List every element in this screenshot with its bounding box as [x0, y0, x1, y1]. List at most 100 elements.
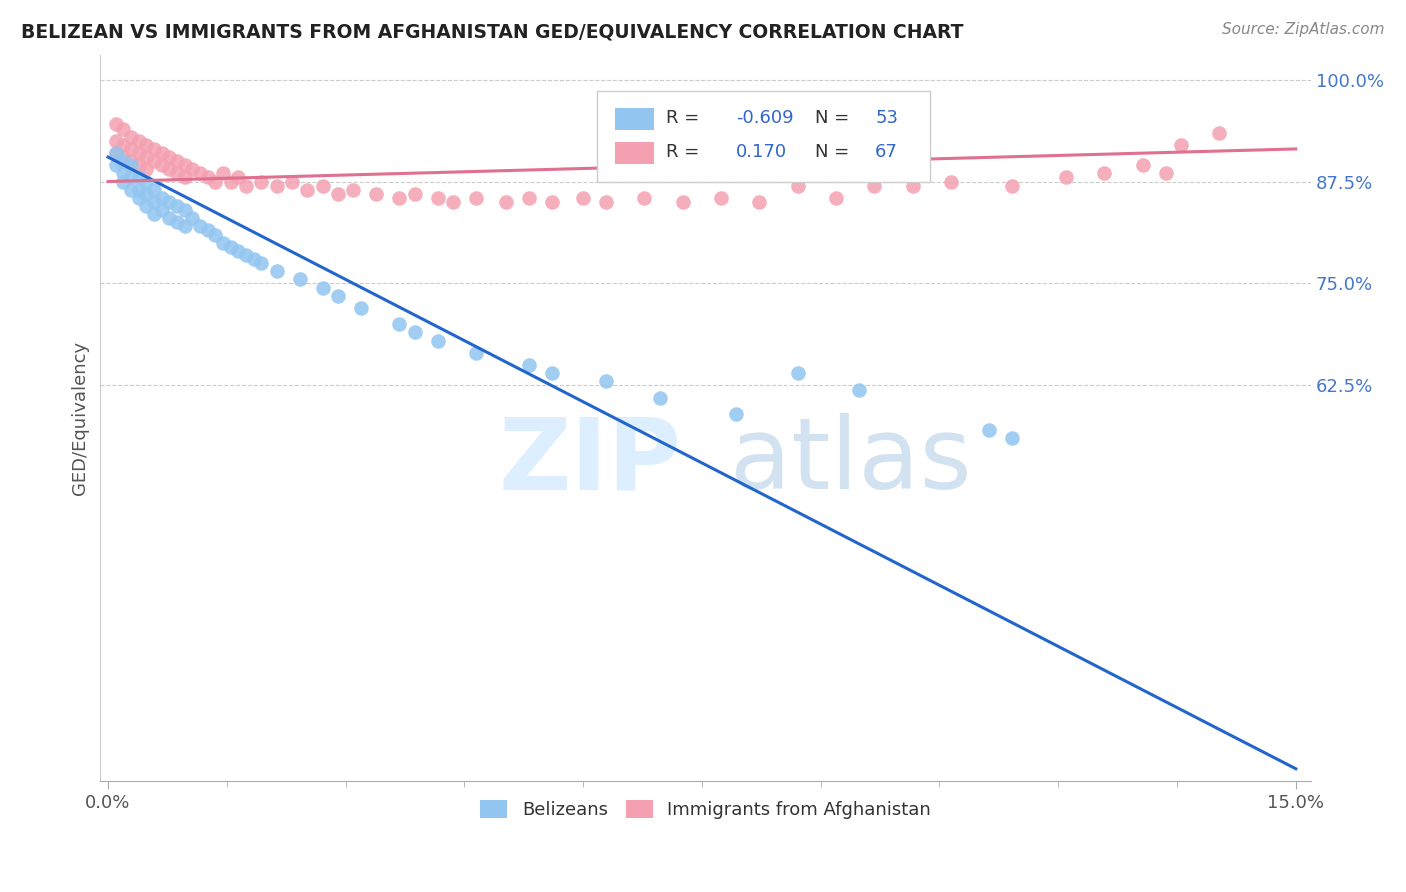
Point: [173, 219, 195, 234]
Point: [1092, 166, 1115, 180]
Point: [288, 272, 311, 286]
Point: [1154, 166, 1177, 180]
Point: [135, 150, 157, 164]
Text: R =: R =: [666, 110, 699, 128]
Point: [595, 194, 617, 209]
Point: [748, 194, 770, 209]
Point: [143, 154, 166, 169]
Point: [128, 134, 150, 148]
Point: [939, 175, 962, 189]
Point: [181, 162, 204, 177]
Point: [150, 203, 173, 218]
Point: [710, 191, 733, 205]
Text: 67: 67: [876, 143, 898, 161]
Point: [541, 194, 564, 209]
Point: [112, 121, 135, 136]
Point: [311, 178, 333, 193]
Point: [197, 223, 219, 237]
Point: [426, 191, 449, 205]
Point: [226, 244, 249, 258]
Point: [633, 191, 655, 205]
Point: [326, 289, 349, 303]
Point: [104, 146, 127, 161]
Point: [166, 215, 188, 229]
Point: [104, 146, 127, 161]
Text: 0.170: 0.170: [735, 143, 787, 161]
Text: ZIP: ZIP: [499, 413, 682, 510]
Point: [166, 166, 188, 180]
Point: [250, 256, 273, 270]
Text: BELIZEAN VS IMMIGRANTS FROM AFGHANISTAN GED/EQUIVALENCY CORRELATION CHART: BELIZEAN VS IMMIGRANTS FROM AFGHANISTAN …: [21, 22, 963, 41]
Point: [150, 191, 173, 205]
Point: [388, 318, 411, 332]
Point: [112, 166, 135, 180]
Y-axis label: GED/Equivalency: GED/Equivalency: [72, 341, 89, 495]
Point: [120, 154, 142, 169]
Point: [297, 183, 319, 197]
Point: [212, 235, 235, 250]
Point: [112, 137, 135, 152]
Point: [366, 186, 388, 201]
Point: [143, 194, 166, 209]
Point: [143, 142, 166, 156]
Point: [464, 346, 486, 360]
Text: -0.609: -0.609: [735, 110, 793, 128]
Point: [848, 383, 870, 397]
Bar: [614, 142, 654, 164]
Point: [120, 142, 142, 156]
Point: [519, 191, 541, 205]
Point: [173, 158, 195, 172]
Bar: [614, 108, 654, 130]
Point: [204, 175, 226, 189]
Point: [1132, 158, 1154, 172]
Point: [135, 162, 157, 177]
Point: [188, 219, 211, 234]
Point: [266, 178, 288, 193]
Point: [120, 170, 142, 185]
Point: [281, 175, 304, 189]
Point: [157, 194, 180, 209]
Point: [135, 186, 157, 201]
Point: [648, 391, 671, 405]
Point: [204, 227, 226, 242]
Point: [326, 186, 349, 201]
Text: 53: 53: [876, 110, 898, 128]
Point: [1001, 432, 1024, 446]
Point: [404, 186, 426, 201]
Point: [128, 170, 150, 185]
Point: [863, 178, 886, 193]
Point: [901, 178, 924, 193]
Point: [672, 194, 695, 209]
Point: [825, 191, 848, 205]
Point: [266, 264, 288, 278]
Legend: Belizeans, Immigrants from Afghanistan: Belizeans, Immigrants from Afghanistan: [472, 793, 938, 826]
Text: R =: R =: [666, 143, 699, 161]
Text: N =: N =: [814, 110, 849, 128]
Point: [725, 407, 748, 421]
Point: [135, 199, 157, 213]
Point: [311, 280, 333, 294]
Point: [219, 175, 242, 189]
Point: [595, 375, 617, 389]
Point: [150, 146, 173, 161]
Text: atlas: atlas: [730, 413, 972, 510]
Point: [173, 203, 195, 218]
Point: [181, 211, 204, 226]
Point: [1208, 126, 1230, 140]
Point: [388, 191, 411, 205]
Text: N =: N =: [814, 143, 849, 161]
Point: [197, 170, 219, 185]
Point: [150, 158, 173, 172]
Point: [135, 137, 157, 152]
FancyBboxPatch shape: [596, 92, 929, 182]
Point: [1001, 178, 1024, 193]
Point: [212, 166, 235, 180]
Point: [128, 146, 150, 161]
Point: [157, 150, 180, 164]
Text: Source: ZipAtlas.com: Source: ZipAtlas.com: [1222, 22, 1385, 37]
Point: [1170, 137, 1192, 152]
Point: [104, 134, 127, 148]
Point: [157, 162, 180, 177]
Point: [250, 175, 273, 189]
Point: [441, 194, 464, 209]
